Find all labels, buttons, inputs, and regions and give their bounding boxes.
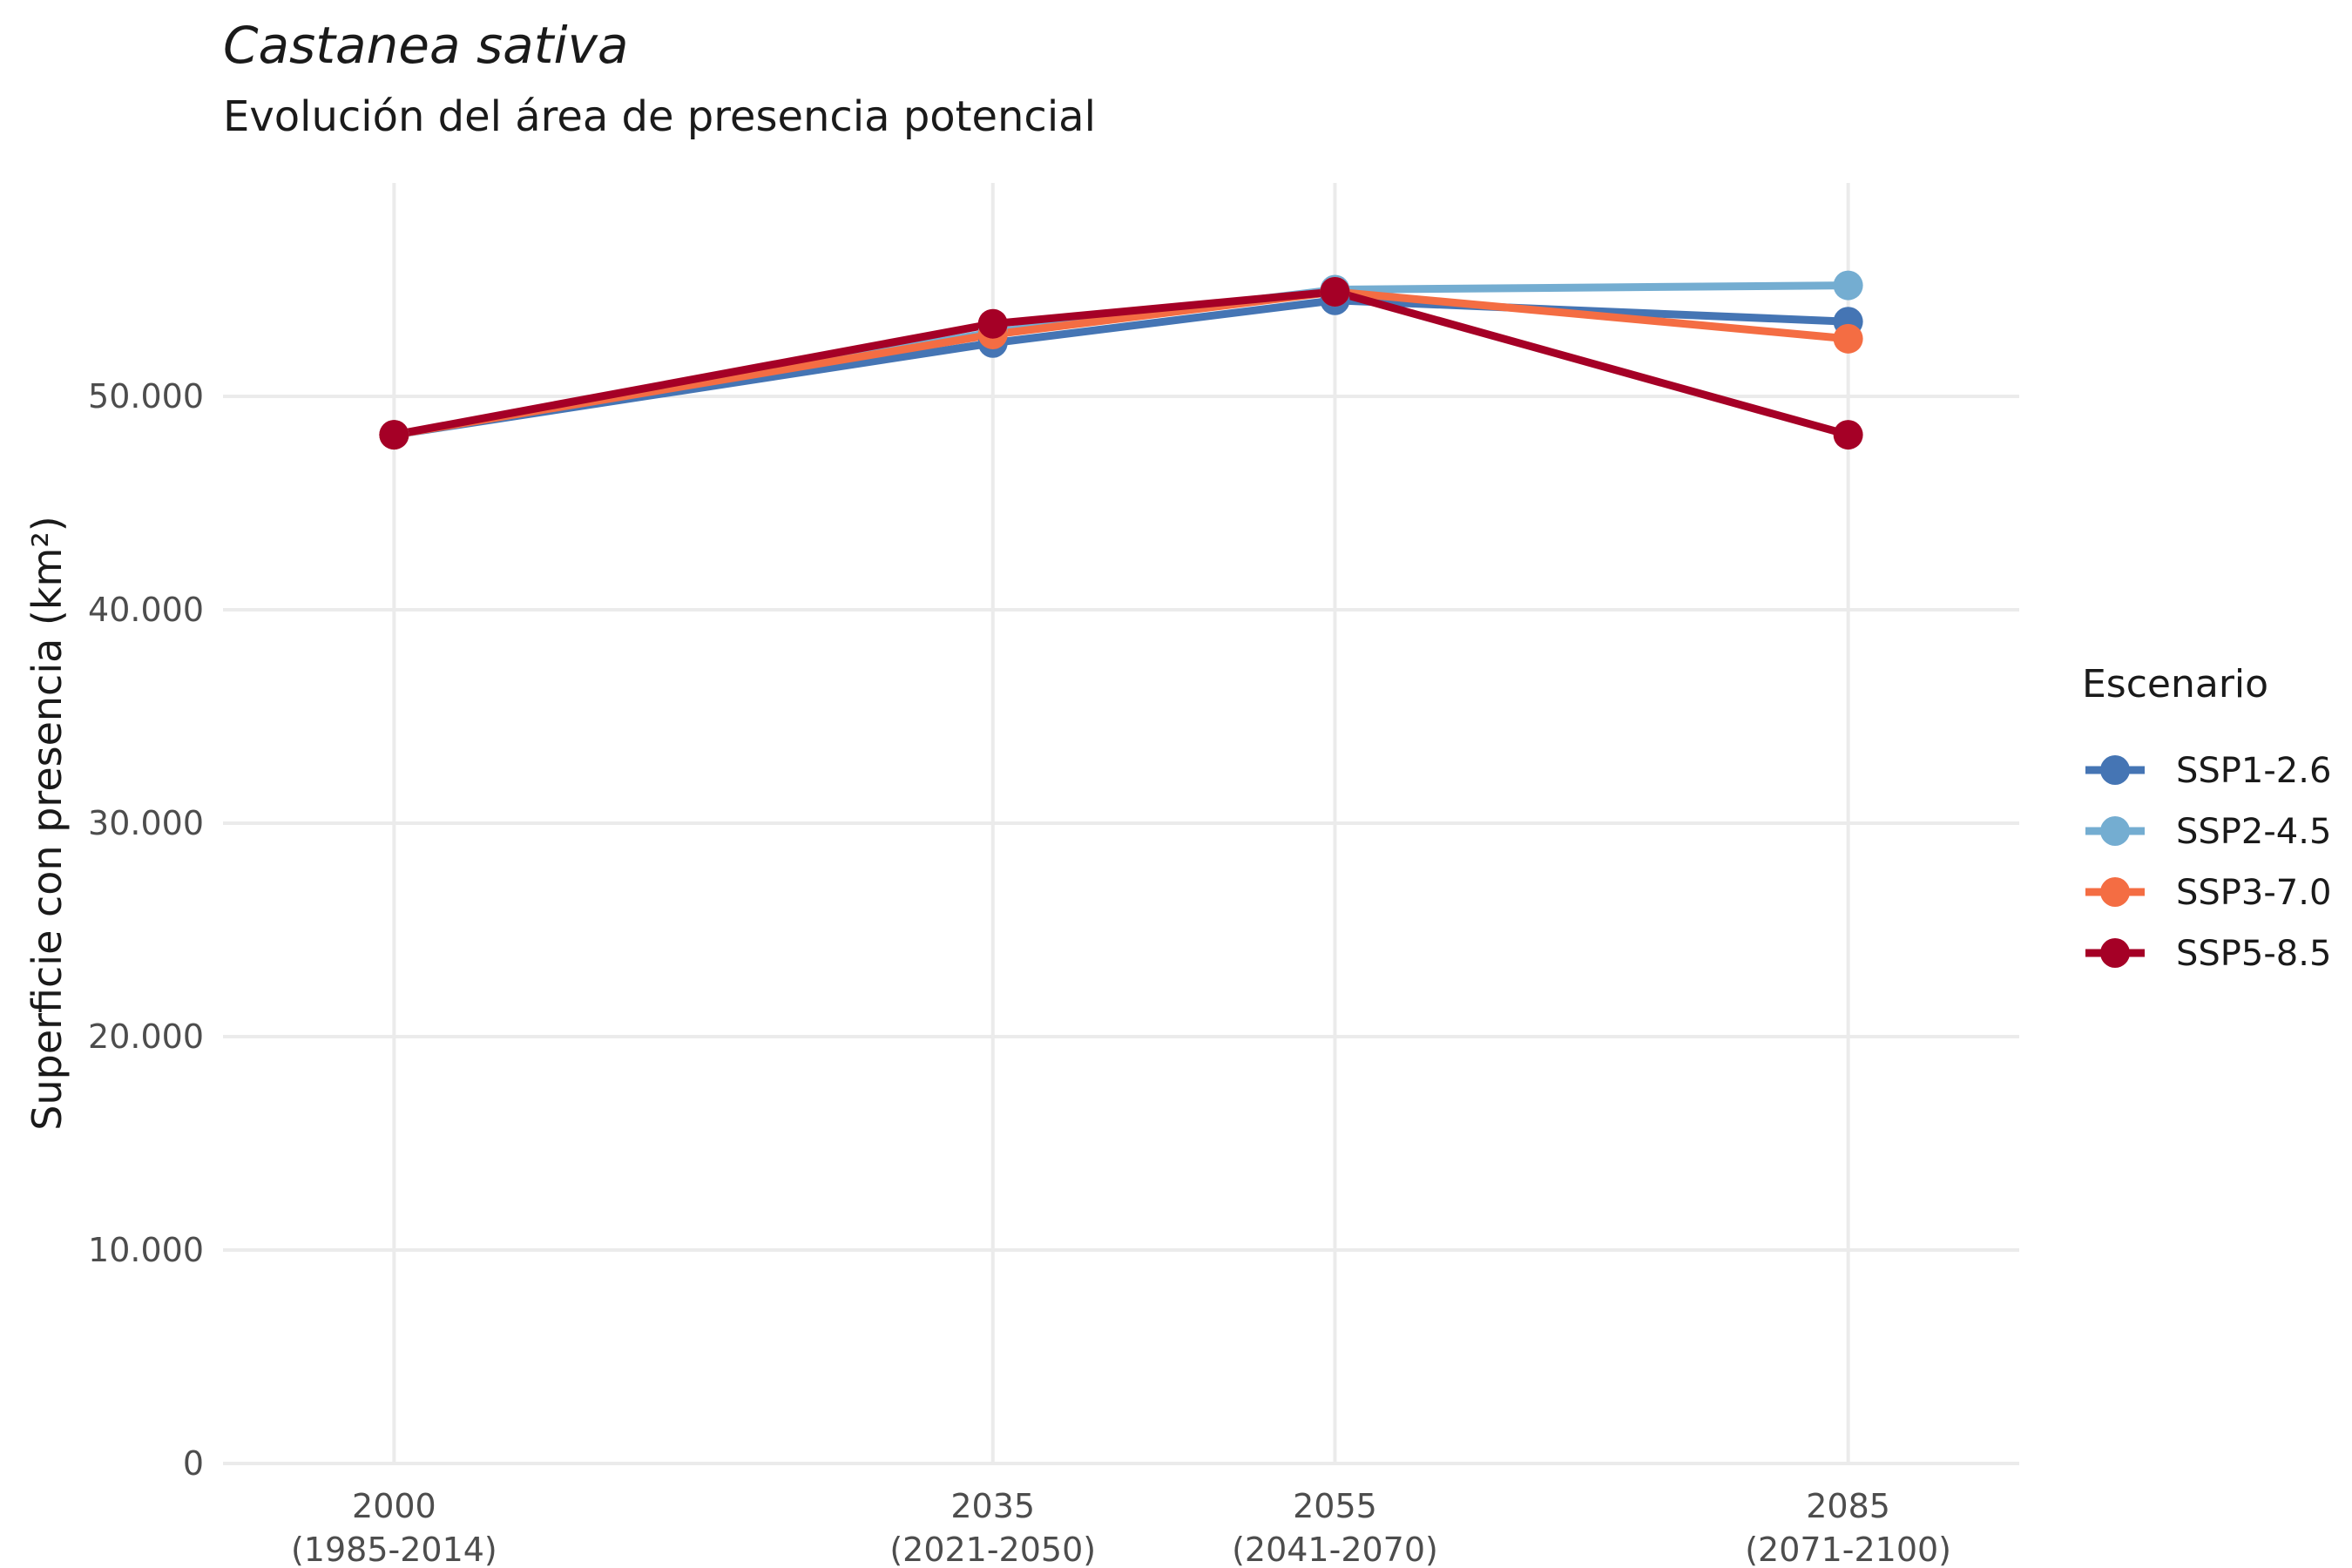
legend-key-point — [2100, 877, 2130, 907]
data-point-SSP5-8.5 — [1320, 276, 1350, 307]
y-tick-label: 20.000 — [88, 1017, 204, 1056]
legend-title: Escenario — [2082, 662, 2268, 706]
x-tick-label: (1985-2014) — [291, 1531, 497, 1568]
series-line-SSP1-2.6 — [389, 296, 1853, 439]
legend-item: SSP1-2.6 — [2085, 751, 2331, 791]
legend-key-point — [2100, 938, 2130, 968]
x-tick-label: (2071-2100) — [1745, 1531, 1951, 1568]
data-point-SSP5-8.5 — [379, 420, 409, 450]
x-tick-labels: 2000 (1985-2014) 2035 (2021-2050) 2055 (2041-… — [291, 1487, 1951, 1568]
series-line-SSP5-8.5 — [389, 287, 1853, 439]
y-tick-label: 0 — [183, 1444, 204, 1483]
legend-key-point — [2100, 755, 2130, 785]
x-tick-label: 2055 — [1293, 1487, 1377, 1525]
legend-label: SSP2-4.5 — [2176, 812, 2331, 852]
data-point-SSP3-7.0 — [1833, 323, 1863, 354]
x-tick-label: (2041-2070) — [1232, 1531, 1438, 1568]
legend-item: SSP3-7.0 — [2085, 873, 2331, 913]
grid-lines — [223, 183, 2019, 1465]
x-tick-label: 2000 — [352, 1487, 436, 1525]
x-tick-label: 2085 — [1806, 1487, 1890, 1525]
x-tick-label: (2021-2050) — [889, 1531, 1096, 1568]
series-points — [379, 270, 1863, 450]
data-point-SSP5-8.5 — [1833, 420, 1863, 450]
series-line-SSP3-7.0 — [389, 287, 1853, 439]
legend-label: SSP5-8.5 — [2176, 934, 2331, 974]
legend-label: SSP3-7.0 — [2176, 873, 2331, 913]
legend-key-point — [2100, 816, 2130, 846]
y-axis-title: Superficie con presencia (km²) — [24, 516, 71, 1130]
chart-subtitle: Evolución del área de presencia potencia… — [223, 92, 1096, 141]
series-lines — [389, 281, 1853, 439]
legend: Escenario SSP1-2.6 SSP2-4.5 SSP3-7.0 SSP5-8.… — [2082, 662, 2331, 974]
data-point-SSP2-4.5 — [1833, 270, 1863, 301]
y-tick-label: 10.000 — [88, 1231, 204, 1269]
y-tick-label: 30.000 — [88, 804, 204, 842]
y-tick-labels: 0 10.000 20.000 30.000 40.000 50.000 — [88, 377, 204, 1483]
legend-label: SSP1-2.6 — [2176, 751, 2331, 791]
x-tick-label: 2035 — [950, 1487, 1035, 1525]
legend-item: SSP5-8.5 — [2085, 934, 2331, 974]
y-tick-label: 50.000 — [88, 377, 204, 416]
y-tick-label: 40.000 — [88, 591, 204, 629]
data-point-SSP5-8.5 — [977, 308, 1008, 339]
chart-title: Castanea sativa — [223, 16, 629, 75]
series-line-SSP2-4.5 — [389, 281, 1853, 439]
legend-item: SSP2-4.5 — [2085, 812, 2331, 852]
